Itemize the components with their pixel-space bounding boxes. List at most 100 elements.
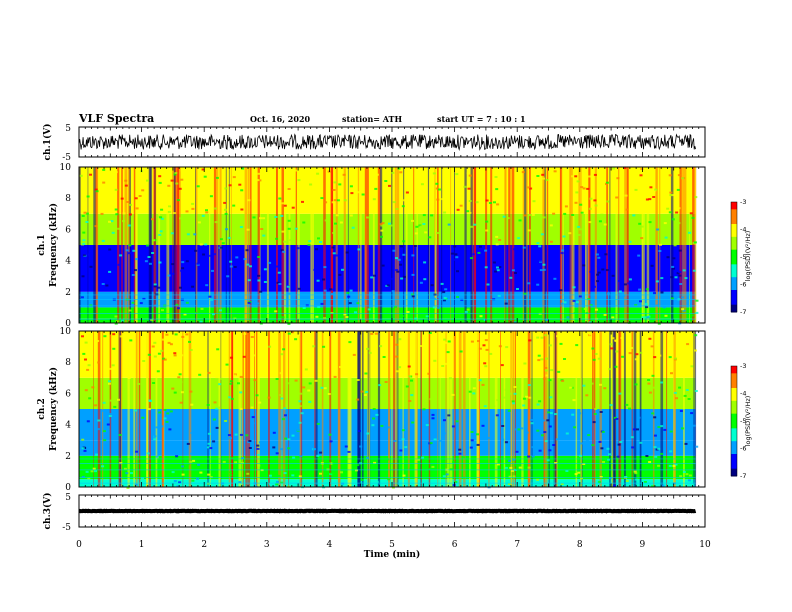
spectrogram-cell [180, 178, 184, 181]
spectrogram-cell [444, 298, 448, 300]
spectrogram-cell [324, 391, 328, 394]
ch1-colorbar: -3-4-5-6-7 [730, 198, 746, 316]
spectrogram-cell [540, 233, 544, 236]
spectrogram-cell [496, 463, 500, 466]
colorbar-cell [731, 257, 737, 260]
spectrogram-cell [604, 253, 608, 256]
spectrogram-cell [486, 283, 490, 286]
spectrogram-cell [146, 179, 149, 182]
colorbar-cell [731, 297, 737, 300]
spectrogram-cell [529, 419, 533, 421]
spectrogram-streak [281, 331, 283, 487]
spectrogram-streak [656, 167, 658, 323]
spectrogram-cell [513, 392, 517, 395]
spectrogram-cell [261, 273, 265, 276]
spectrogram-cell [232, 176, 236, 179]
spectrogram-cell [690, 365, 694, 368]
colorbar-cell [731, 430, 737, 433]
spectrogram-cell [253, 379, 257, 382]
spectrogram-cell [327, 393, 331, 395]
ch2-colorbar-label: log(PSD)(V²/Hz) [744, 396, 752, 447]
spectrogram-cell [606, 447, 610, 450]
colorbar-tick-label: -4 [740, 226, 746, 234]
spectrogram-cell [692, 424, 696, 427]
spectrogram-streak [606, 167, 608, 323]
spectrogram-cell [681, 296, 685, 299]
spectrogram-cell [114, 171, 118, 174]
start-time-label: start UT = 7 : 10 : 1 [437, 114, 526, 124]
spectrogram-cell [301, 263, 305, 266]
spectrogram-cell [692, 269, 696, 272]
spectrogram-streak [97, 331, 101, 487]
spectrogram-cell [190, 432, 194, 434]
spectrogram-cell [588, 221, 592, 224]
spectrogram-streak [569, 167, 571, 323]
spectrogram-cell [287, 188, 291, 190]
spectrogram-cell [577, 297, 581, 300]
spectrogram-streak [230, 167, 232, 323]
spectrogram-cell [173, 480, 177, 483]
spectrogram-cell [542, 263, 546, 266]
spectrogram-streak [618, 167, 620, 323]
colorbar-cell [731, 310, 737, 313]
spectrogram-cell [275, 237, 279, 240]
spectrogram-cell [226, 275, 230, 278]
spectrogram-cell [231, 457, 234, 460]
spectrogram-cell [298, 400, 302, 403]
spectrogram-cell [694, 349, 697, 352]
colorbar-cell [731, 408, 737, 411]
spectrogram-cell [84, 341, 88, 344]
spectrogram-cell [548, 344, 552, 347]
spectrogram-cell [637, 254, 641, 257]
colorbar-cell [731, 388, 737, 391]
spectrogram-cell [256, 179, 260, 182]
spectrogram-cell [296, 429, 300, 431]
spectrogram-cell [630, 436, 634, 439]
spectrogram-streak [559, 167, 563, 323]
spectrogram-cell [410, 394, 414, 397]
spectrogram-cell [531, 455, 535, 458]
spectrogram-cell [452, 461, 456, 464]
ch2-colorbar: -3-4-5-6-7 [730, 362, 746, 480]
spectrogram-cell [476, 443, 480, 446]
spectrogram-cell [235, 348, 239, 351]
spectrogram-cell [437, 188, 441, 191]
spectrogram-cell [441, 365, 445, 367]
spectrogram-cell [134, 269, 137, 272]
spectrogram-cell [437, 306, 441, 309]
colorbar-cell [731, 209, 737, 212]
spectrogram-cell [356, 398, 360, 401]
spectrogram-streak [571, 167, 575, 323]
spectrogram-cell [386, 426, 390, 429]
spectrogram-cell [315, 315, 319, 318]
spectrogram-cell [688, 479, 691, 482]
xtick-label: 1 [139, 540, 145, 550]
spectrogram-streak [652, 331, 655, 487]
spectrogram-cell [338, 183, 342, 186]
spectrogram-cell [275, 483, 279, 486]
spectrogram-cell [105, 450, 109, 453]
spectrogram-cell [639, 212, 643, 215]
spectrogram-streak [434, 167, 437, 323]
spectrogram-cell [501, 425, 505, 427]
spectrogram-cell [396, 270, 400, 273]
spectrogram-cell [331, 292, 334, 295]
spectrogram-cell [399, 263, 403, 266]
spectrogram-cell [198, 373, 202, 376]
spectrogram-cell [560, 252, 564, 255]
colorbar-cell [731, 249, 737, 252]
spectrogram-cell [664, 314, 668, 317]
spectrogram-cell [509, 276, 513, 279]
spectrogram-streak [315, 331, 318, 487]
spectrogram-cell [333, 199, 337, 202]
spectrogram-cell [502, 215, 506, 218]
spectrogram-cell [202, 253, 205, 256]
spectrogram-cell [152, 382, 156, 384]
spectrogram-cell [436, 198, 440, 201]
spectrogram-streak [500, 331, 501, 487]
spectrogram-streak [555, 331, 557, 487]
spectrogram-cell [185, 301, 189, 304]
spectrogram-cell [468, 200, 472, 202]
spectrogram-streak [416, 167, 418, 323]
